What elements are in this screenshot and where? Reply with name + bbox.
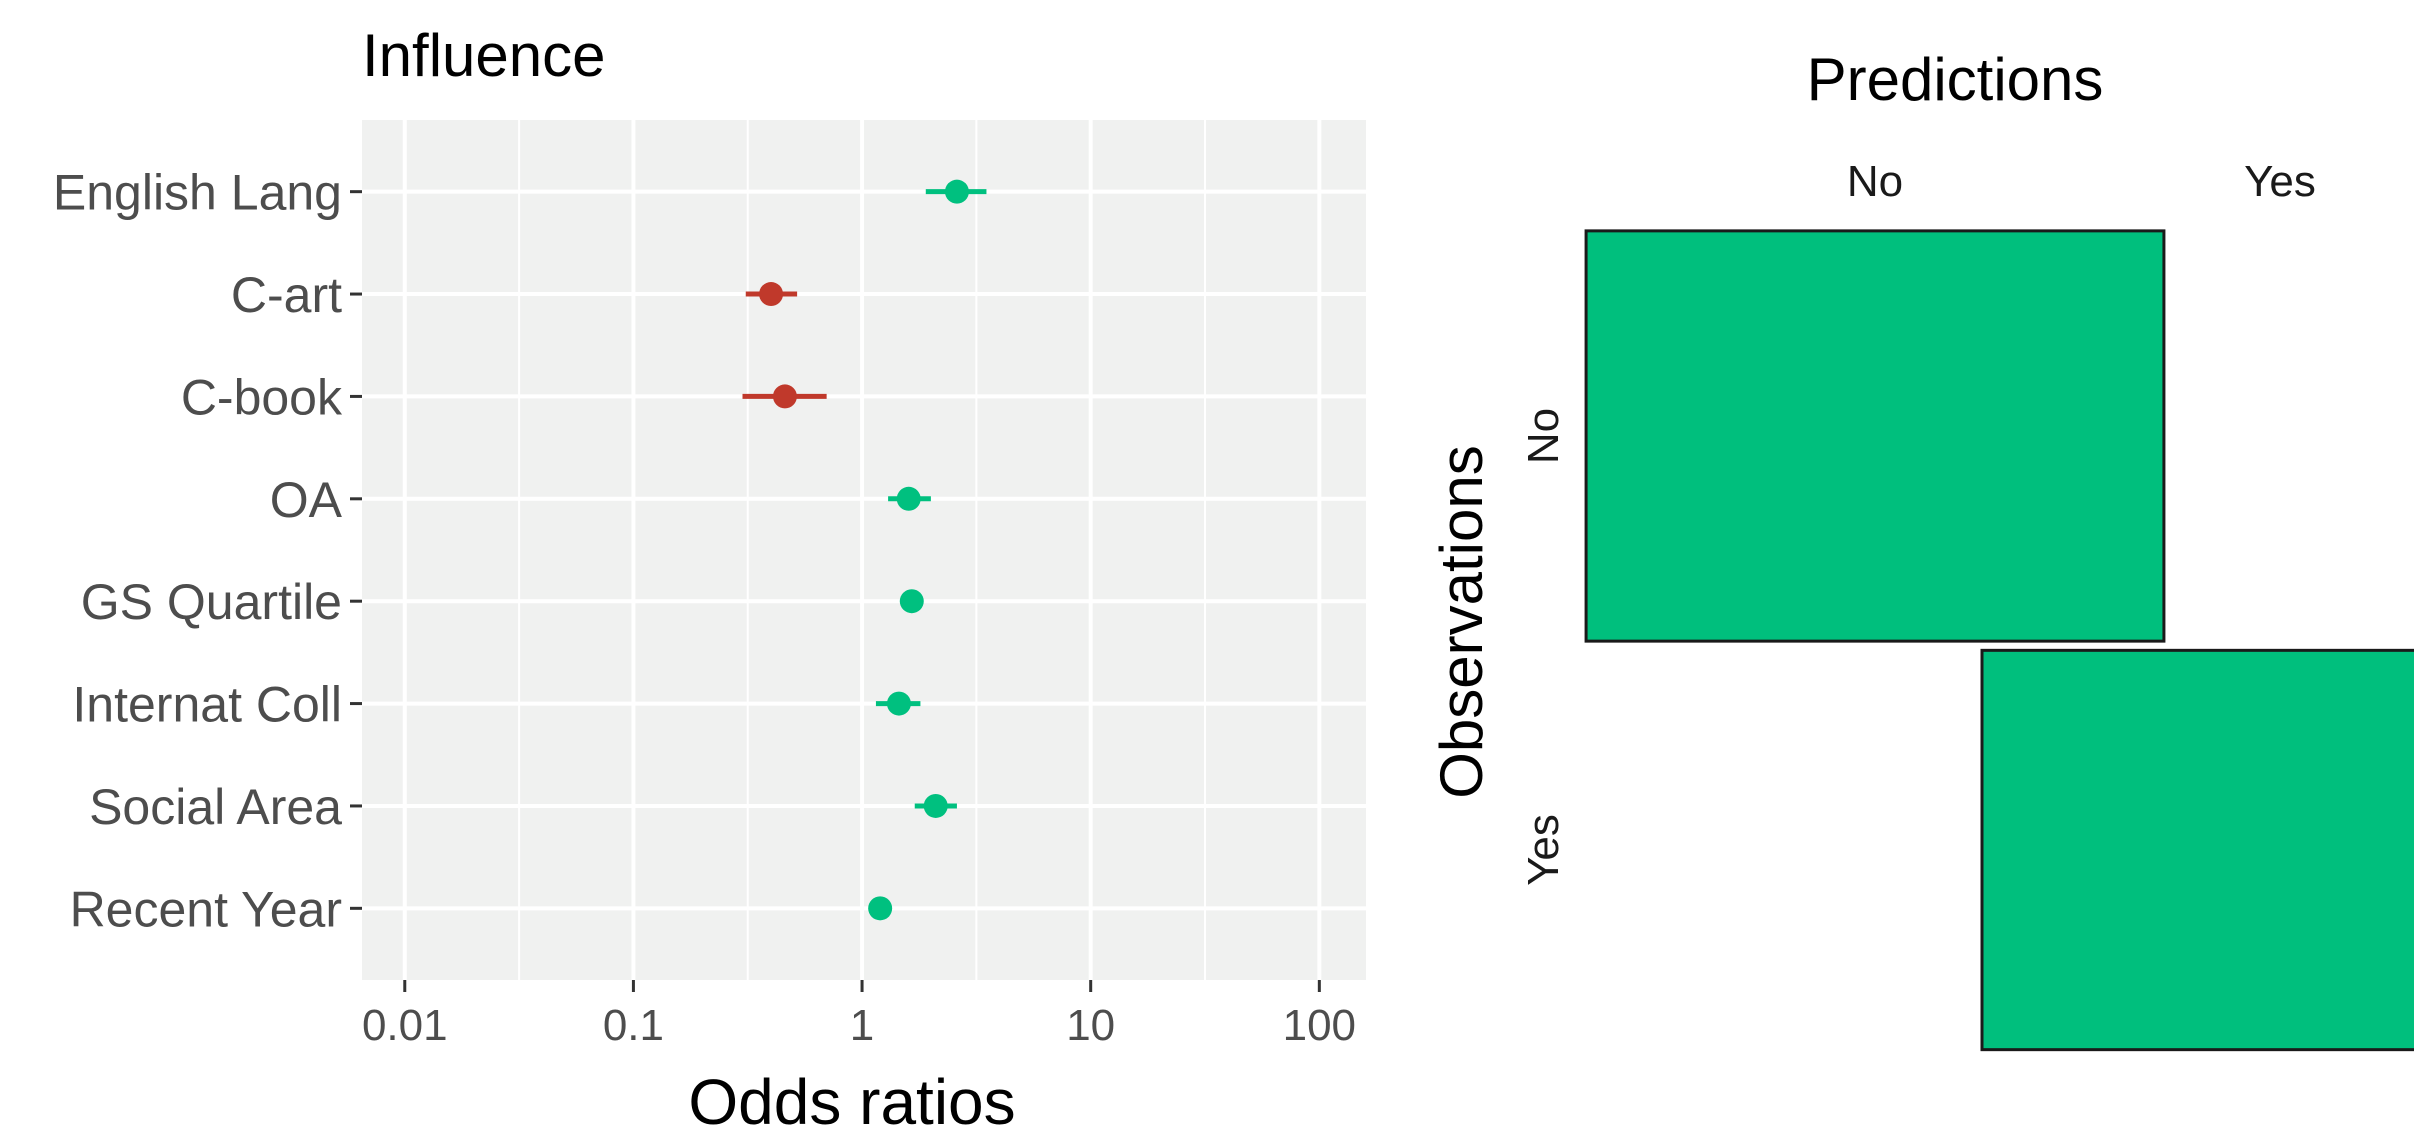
confusion-matrix-y-axis-label: Observations xyxy=(1428,445,1495,799)
y-tick-label: OA xyxy=(270,472,343,528)
x-tick-label: 100 xyxy=(1283,1001,1356,1050)
x-tick-label: 0.01 xyxy=(362,1001,448,1050)
forest-point-c-art xyxy=(745,282,798,307)
y-tick-label: English Lang xyxy=(53,165,342,221)
forest-plot-title: Influence xyxy=(362,22,606,89)
odds-ratio-point xyxy=(868,896,893,921)
confusion-matrix-x-axis: No Yes xyxy=(1847,157,2316,206)
forest-point-recent-year xyxy=(868,896,893,921)
confusion-matrix-y-axis: No Yes xyxy=(1519,408,1568,886)
forest-point-c-book xyxy=(742,384,827,409)
x-category-label: Yes xyxy=(2244,157,2316,206)
x-tick-label: 1 xyxy=(850,1001,874,1050)
forest-plot-x-axis: 0.01 0.1 1 10 100 xyxy=(362,980,1356,1050)
forest-plot-gridlines xyxy=(362,120,1366,980)
confusion-matrix-title: Predictions xyxy=(1807,46,2104,113)
odds-ratio-point xyxy=(772,384,797,409)
forest-point-gs-quartile xyxy=(899,589,924,614)
y-tick-label: C-art xyxy=(231,267,342,323)
forest-point-social-area xyxy=(914,793,957,818)
odds-ratio-point xyxy=(759,282,784,307)
y-tick-label: Social Area xyxy=(89,779,342,835)
y-category-label: Yes xyxy=(1519,814,1568,886)
confusion-matrix-cells xyxy=(1584,229,2414,1052)
odds-ratio-point xyxy=(944,179,969,204)
odds-ratio-point xyxy=(899,589,924,614)
cell-no-no xyxy=(1584,229,2166,643)
x-category-label: No xyxy=(1847,157,1903,206)
y-tick-label: C-book xyxy=(181,369,343,425)
odds-ratio-point xyxy=(886,691,911,716)
y-tick-label: GS Quartile xyxy=(81,574,342,630)
forest-point-english-lang xyxy=(925,179,987,204)
forest-plot-chart: Influence English Lang C-art C-book OA GS Qu… xyxy=(53,22,1366,1138)
forest-plot-marks xyxy=(742,179,987,921)
odds-ratio-point xyxy=(923,793,948,818)
y-tick-label: Recent Year xyxy=(70,881,342,937)
cell-yes-yes xyxy=(1980,648,2414,1052)
forest-point-internat-coll xyxy=(875,691,921,716)
forest-plot-y-axis: English Lang C-art C-book OA GS Quartile Inte… xyxy=(53,165,362,937)
x-tick-label: 10 xyxy=(1066,1001,1115,1050)
forest-plot-x-axis-label: Odds ratios xyxy=(688,1066,1015,1138)
x-tick-label: 0.1 xyxy=(603,1001,664,1050)
forest-point-oa xyxy=(888,486,931,511)
confusion-matrix-chart: Predictions Observations No Yes No Yes xyxy=(1428,46,2414,1052)
y-tick-label: Internat Coll xyxy=(72,677,342,733)
odds-ratio-point xyxy=(896,486,921,511)
y-category-label: No xyxy=(1519,408,1568,464)
